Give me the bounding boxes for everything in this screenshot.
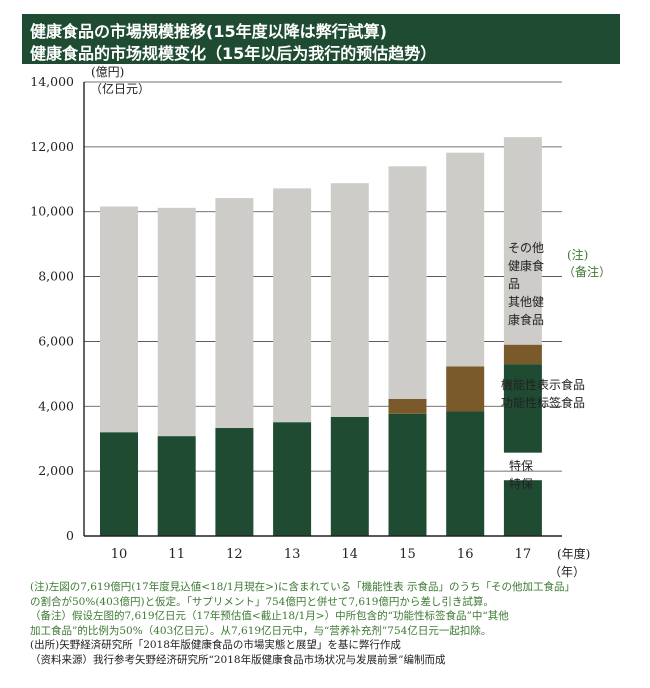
bar-functional-15	[388, 398, 427, 414]
legend-other-cn-1: 其他健	[508, 295, 544, 309]
x-axis-label-jp: (年度)	[557, 546, 590, 561]
x-tick-label: 11	[168, 547, 185, 562]
bar-tokuho-17	[503, 480, 542, 536]
legend-other-jp-3: 品	[508, 277, 520, 291]
note-cn-1: （备注）假设左图的7,619亿日元（17年预估值<截止18/1月>）中所包含的“…	[30, 610, 509, 623]
bar-tokuho-16	[446, 411, 485, 536]
x-tick-label: 10	[111, 547, 128, 562]
legend-other-cn-2: 康食品	[508, 312, 544, 327]
y-axis-label-jp: (億円)	[91, 65, 124, 79]
title-bar: 健康食品の市場規模推移(15年度以降は弊行試算) 健康食品的市场规模变化（15年…	[22, 14, 620, 64]
bar-other-11	[157, 207, 196, 437]
y-axis-label-cn: （亿日元）	[90, 81, 150, 96]
bar-other-17	[503, 137, 542, 345]
x-tick-label: 14	[342, 547, 359, 562]
x-tick-label: 16	[457, 547, 474, 562]
x-tick-label: 13	[284, 547, 301, 562]
bar-other-16	[446, 152, 485, 367]
bar-other-15	[388, 166, 427, 399]
legend-other-jp-1: その他	[508, 241, 544, 255]
bar-other-14	[330, 183, 369, 417]
title-japanese: 健康食品の市場規模推移(15年度以降は弊行試算)	[30, 22, 387, 41]
legend-note-jp: (注)	[567, 247, 588, 262]
source-cn: （资料来源）我行参考矢野经济研究所“2018年版健康食品市场状况与发展前景”编制…	[30, 653, 446, 666]
y-tick-label: 0	[66, 528, 74, 543]
legend-func-cn: 功能性标签食品	[501, 395, 585, 410]
legend-toku-cn: 特保	[509, 476, 533, 491]
note-jp-2: の割合が50%(403億円)と仮定。「サプリメント」754億円と併せて7,619…	[30, 595, 494, 608]
bar-other-12	[215, 198, 254, 429]
bar-tokuho-11	[157, 436, 196, 536]
y-tick-label: 10,000	[30, 204, 74, 219]
bar-functional-17	[503, 344, 542, 365]
y-tick-label: 8,000	[38, 269, 74, 284]
x-tick-label: 17	[515, 547, 532, 562]
bar-other-13	[273, 188, 312, 423]
bar-tokuho-17-upper	[503, 364, 542, 453]
y-tick-label: 12,000	[30, 139, 74, 154]
y-tick-label: 6,000	[38, 333, 74, 348]
x-tick-label: 15	[399, 547, 416, 562]
y-tick-label: 2,000	[38, 463, 74, 478]
y-tick-label: 14,000	[30, 74, 74, 89]
legend-other-jp-2: 健康食	[508, 258, 544, 273]
source-jp: (出所)矢野経済研究所「2018年版健康食品の市場実態と展望」を基に弊行作成	[30, 639, 401, 652]
note-jp-1: (注)左図の7,619億円(17年度見込値<18/1月現在>)に含まれている「機…	[30, 581, 576, 593]
x-axis-label-cn: （年）	[549, 565, 585, 579]
bar-other-10	[100, 206, 138, 433]
bar-tokuho-10	[100, 432, 138, 536]
footnotes: (注)左図の7,619億円(17年度見込値<18/1月現在>)に含まれている「機…	[30, 580, 630, 668]
legend-toku-jp: 特保	[509, 458, 533, 473]
legend-note-cn: （备注）	[563, 264, 611, 279]
bar-tokuho-12	[215, 428, 254, 536]
bar-tokuho-15	[388, 413, 427, 536]
title-chinese: 健康食品的市场规模变化（15年以后为我行的预估趋势）	[30, 44, 437, 63]
y-tick-label: 4,000	[38, 398, 74, 413]
bar-tokuho-13	[273, 422, 312, 536]
legend-func-jp: 機能性表示食品	[501, 377, 585, 392]
x-tick-label: 12	[226, 547, 243, 562]
bar-functional-16	[446, 366, 485, 412]
note-cn-2: 加工食品”的比例为50%（403亿日元）。从7,619亿日元中，与“营养补充剂”…	[30, 624, 492, 637]
bar-tokuho-14	[330, 416, 369, 536]
